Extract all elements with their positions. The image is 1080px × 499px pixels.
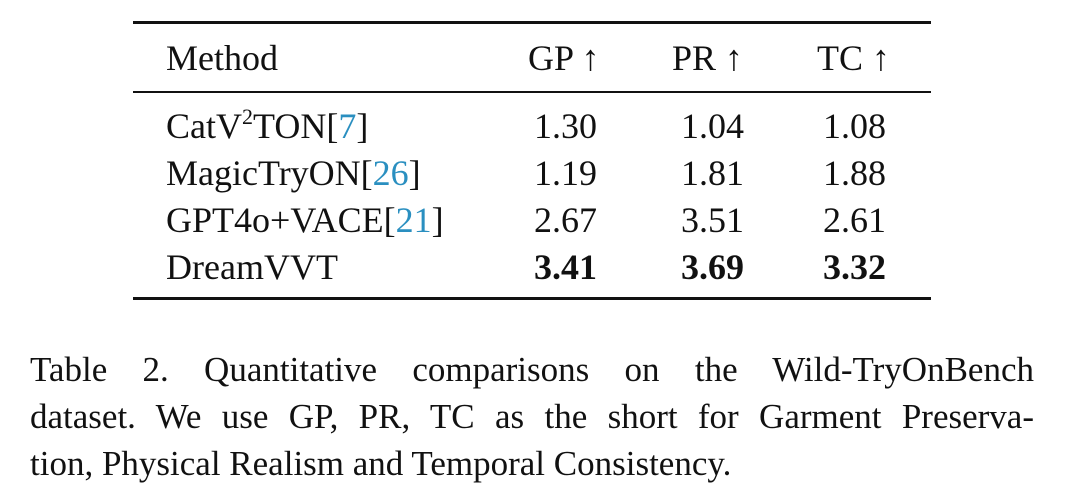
- method-name-suffix: TON[: [253, 106, 339, 146]
- table-top-rule: [133, 21, 931, 24]
- cell-gp-best: 3.41: [534, 247, 597, 287]
- cell-pr-best: 3.69: [681, 247, 744, 287]
- table-header-rule: [133, 91, 931, 93]
- caption-line: dataset. We use GP, PR, TC as the short …: [30, 397, 1034, 436]
- header-pr: PR ↑: [672, 38, 744, 78]
- header-gp: GP ↑: [528, 38, 600, 78]
- cell-tc: 1.08: [823, 106, 886, 146]
- method-superscript: 2: [242, 104, 253, 129]
- cell-pr: 1.81: [681, 153, 744, 193]
- row-method: GPT4o+VACE[21]: [166, 200, 444, 240]
- table-caption: Table 2. Quantitative comparisons on the…: [30, 346, 1034, 487]
- cell-tc: 1.88: [823, 153, 886, 193]
- cell-gp: 1.30: [534, 106, 597, 146]
- cell-tc-best: 3.32: [823, 247, 886, 287]
- cell-pr: 3.51: [681, 200, 744, 240]
- cell-tc: 2.61: [823, 200, 886, 240]
- method-name: GPT4o+VACE[: [166, 200, 396, 240]
- cell-pr: 1.04: [681, 106, 744, 146]
- method-name: DreamVVT: [166, 247, 338, 287]
- citation-bracket: ]: [356, 106, 369, 146]
- row-method: CatV2TON[7]: [166, 104, 369, 147]
- citation-link[interactable]: 26: [372, 153, 409, 193]
- caption-line: Table 2. Quantitative comparisons on the…: [30, 350, 1034, 389]
- header-tc: TC ↑: [817, 38, 891, 78]
- method-name: CatV: [166, 106, 242, 146]
- cell-gp: 2.67: [534, 200, 597, 240]
- row-method: DreamVVT: [166, 247, 338, 287]
- header-method: Method: [166, 38, 278, 78]
- citation-link[interactable]: 7: [338, 106, 357, 146]
- cell-gp: 1.19: [534, 153, 597, 193]
- table-bottom-rule: [133, 297, 931, 300]
- row-method: MagicTryON[26]: [166, 153, 421, 193]
- method-name: MagicTryON[: [166, 153, 373, 193]
- caption-line: tion, Physical Realism and Temporal Cons…: [30, 444, 732, 483]
- citation-bracket: ]: [408, 153, 421, 193]
- citation-bracket: ]: [431, 200, 444, 240]
- citation-link[interactable]: 21: [395, 200, 432, 240]
